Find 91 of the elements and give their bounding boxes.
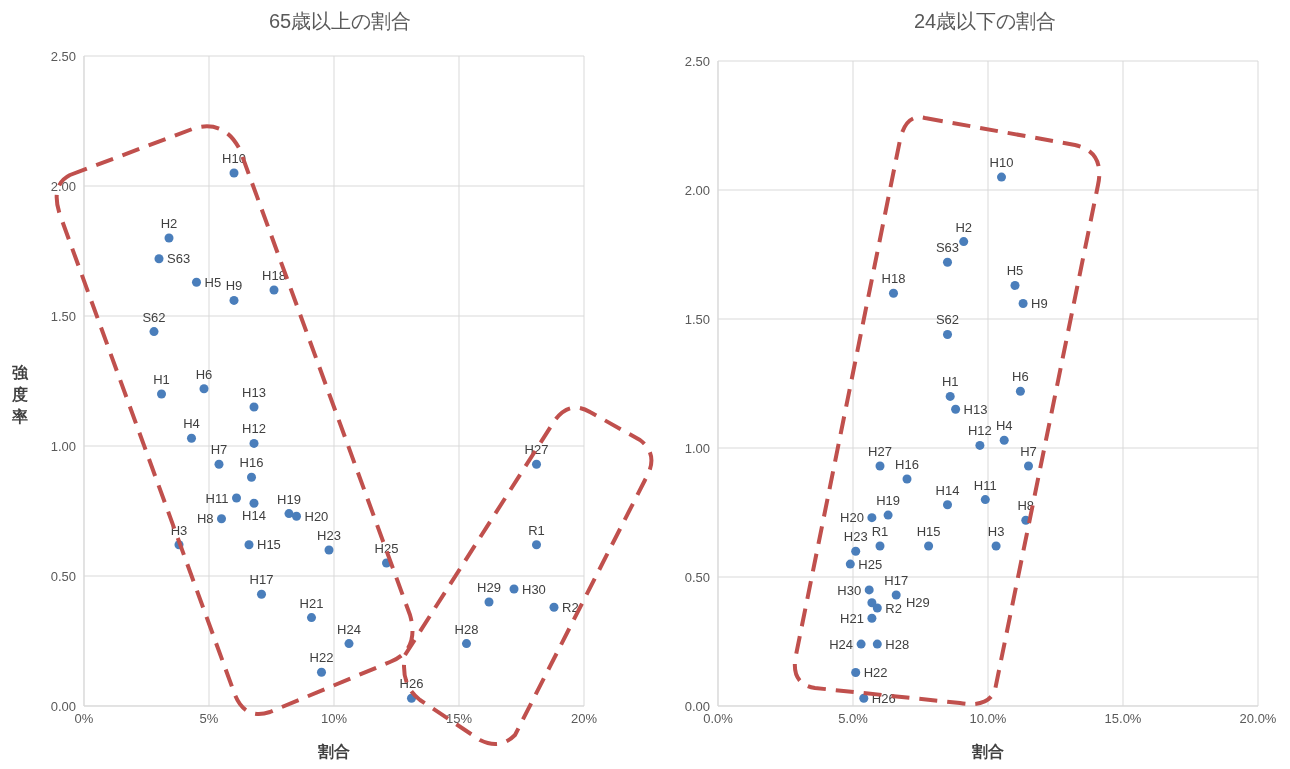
annotation: H30 [837,582,862,598]
annotation: H7 [210,442,228,458]
annotation: R2 [885,600,902,616]
annotation: H5 [204,274,222,290]
annotation: S62 [935,312,960,328]
annotation: H24 [337,621,361,637]
annotation: H13 [242,385,266,400]
annotation: H21 [840,610,864,626]
annotation: H1 [941,374,959,390]
y-tick-label: 1.50 [50,308,76,324]
annotation: H11 [973,477,997,493]
annotation: H4 [995,418,1013,434]
y-tick-label: 2.00 [684,182,710,198]
x-tick-label: 0.0% [703,711,734,727]
annotation: S62 [142,309,166,325]
annotation: H1 [153,372,170,387]
annotation: H12 [242,421,266,437]
x-tick-label: 10.0% [969,711,1007,727]
annotation: H4 [183,416,200,432]
annotation: H15 [257,537,281,553]
annotation: H14 [935,482,960,498]
annotation: H24 [829,636,854,652]
annotation: H25 [858,556,883,572]
annotation: H6 [1012,369,1029,385]
annotation: H16 [239,455,264,471]
annotation: H26 [399,676,424,692]
annotation: H2 [955,219,973,235]
y-tick-label: 2.50 [50,48,76,64]
annotation: H23 [843,529,868,545]
annotation: H15 [916,524,941,540]
x-tick-label: 20.0% [1239,711,1277,727]
annotation: H5 [1006,263,1024,279]
annotation: H9 [225,278,243,294]
x-tick-label: 15.0% [1104,711,1142,727]
y-axis-title: 強度率 [11,363,29,427]
annotation: H19 [277,491,301,507]
x-tick-label: 10% [320,711,348,727]
annotation: H2 [160,216,178,231]
annotation: H29 [905,595,930,611]
annotation: H21 [299,595,324,611]
annotation: H13 [963,401,988,417]
annotation: H14 [242,508,266,524]
y-tick-label: 0.00 [50,698,76,714]
annotation: H7 [1020,444,1037,460]
annotation: H10 [989,155,1014,171]
y-tick-label: 0.50 [684,569,710,585]
annotation: H23 [317,528,341,543]
chart-title: 65歳以上の割合 [267,9,413,34]
annotation: H28 [885,636,910,652]
annotation: H19 [876,493,901,509]
annotation: H11 [205,490,229,506]
y-tick-label: 2.00 [50,178,76,194]
x-axis-title: 割合 [317,743,350,761]
annotation: H30 [522,581,546,597]
annotation: H3 [987,524,1005,540]
y-tick-label: 1.00 [50,438,76,454]
annotation: H18 [881,271,906,287]
annotation: H20 [840,510,864,526]
y-tick-label: 1.00 [684,440,710,456]
x-tick-label: 5% [199,711,219,727]
y-tick-label: 0.00 [684,698,710,714]
annotation: H28 [454,621,479,637]
annotation: H17 [884,573,909,589]
x-tick-label: 20% [570,711,598,727]
annotation: R2 [562,599,579,615]
x-tick-label: 0% [74,711,94,727]
annotation: S63 [935,240,960,256]
x-tick-label: 15% [445,711,473,727]
annotation: H16 [895,456,919,472]
annotation: H27 [868,444,892,460]
annotation: H20 [304,508,329,524]
annotation: H22 [863,665,888,681]
x-tick-label: 5.0% [838,711,869,727]
annotation: R1 [528,522,545,538]
annotation: H17 [249,572,274,588]
y-tick-label: 0.50 [50,568,76,584]
chart-title: 24歳以下の割合 [912,9,1058,34]
annotation: H12 [967,423,992,439]
annotation: H6 [195,366,213,382]
annotation: H8 [196,511,214,527]
annotation: H27 [524,442,549,458]
annotation: H22 [309,650,334,666]
y-tick-label: 1.50 [684,311,710,327]
y-tick-label: 2.50 [684,53,710,69]
annotation: H29 [477,580,501,595]
annotation: H9 [1031,296,1048,312]
annotation: R1 [871,524,889,540]
annotation: S63 [167,251,191,267]
x-axis-title: 割合 [971,743,1004,761]
annotation: H3 [170,522,188,538]
annotation: H25 [374,541,399,556]
